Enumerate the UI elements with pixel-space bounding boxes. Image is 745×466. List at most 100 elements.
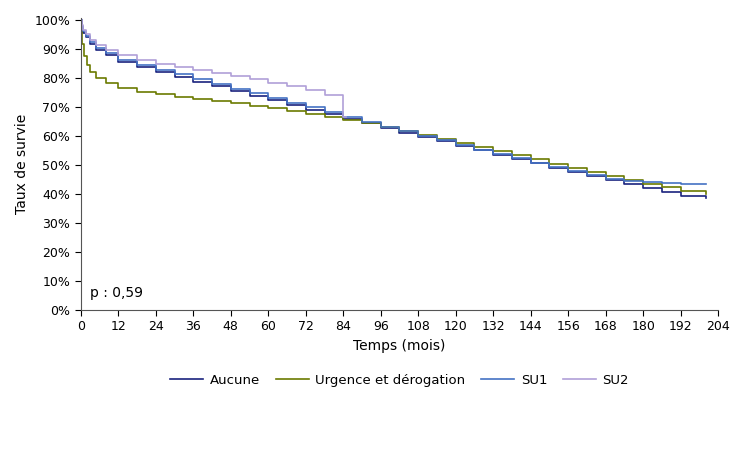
Urgence et dérogation [657, 185, 666, 190]
Urgence et dérogation [78, 41, 87, 47]
SU1 [358, 119, 367, 124]
SU1 [151, 67, 160, 72]
SU2 [133, 57, 142, 62]
SU1 [451, 142, 460, 148]
Urgence et dérogation [545, 161, 554, 166]
Urgence et dérogation [83, 62, 92, 68]
SU1 [170, 71, 179, 77]
Aucune [676, 193, 685, 199]
Urgence et dérogation [151, 92, 160, 97]
Urgence et dérogation [413, 132, 422, 138]
Aucune [79, 30, 88, 35]
Aucune [81, 34, 90, 40]
SU1 [208, 81, 217, 87]
Aucune [583, 173, 592, 178]
Urgence et dérogation [470, 144, 479, 150]
SU2 [81, 31, 90, 37]
Aucune [433, 139, 442, 144]
Legend: Aucune, Urgence et dérogation, SU1, SU2: Aucune, Urgence et dérogation, SU1, SU2 [165, 369, 635, 392]
Aucune [507, 156, 516, 162]
Urgence et dérogation [601, 173, 610, 178]
Aucune [301, 107, 310, 112]
Urgence et dérogation [526, 157, 535, 162]
Urgence et dérogation [339, 117, 348, 123]
Aucune [638, 185, 647, 191]
SU1 [395, 129, 404, 134]
SU1 [413, 133, 422, 138]
Urgence et dérogation [701, 191, 710, 197]
SU1 [188, 76, 197, 82]
Urgence et dérogation [301, 111, 310, 116]
SU1 [264, 95, 273, 101]
SU1 [638, 179, 647, 185]
Aucune [620, 181, 629, 186]
SU2 [77, 23, 86, 28]
Aucune [133, 64, 142, 69]
Urgence et dérogation [638, 181, 647, 186]
SU1 [320, 109, 329, 115]
SU2 [339, 114, 348, 120]
SU1 [564, 169, 573, 174]
Urgence et dérogation [264, 105, 273, 111]
SU2 [188, 67, 197, 73]
Aucune [245, 93, 254, 98]
SU1 [339, 114, 348, 120]
Y-axis label: Taux de survie: Taux de survie [15, 114, 29, 214]
Aucune [226, 88, 235, 94]
Aucune [77, 24, 86, 30]
SU1 [701, 181, 710, 187]
SU1 [433, 137, 442, 143]
Urgence et dérogation [583, 169, 592, 174]
SU1 [676, 181, 685, 186]
Urgence et dérogation [245, 103, 254, 108]
Urgence et dérogation [489, 149, 498, 154]
SU1 [301, 104, 310, 110]
Line: SU1: SU1 [81, 20, 706, 184]
SU1 [79, 28, 88, 34]
SU1 [133, 62, 142, 68]
Aucune [77, 17, 86, 22]
Aucune [86, 41, 95, 47]
Urgence et dérogation [86, 69, 95, 75]
Aucune [657, 189, 666, 195]
SU1 [81, 33, 90, 38]
Urgence et dérogation [676, 188, 685, 193]
SU2 [86, 37, 95, 43]
SU2 [282, 83, 291, 89]
Aucune [451, 143, 460, 149]
SU1 [86, 40, 95, 45]
Urgence et dérogation [376, 124, 385, 130]
Aucune [320, 111, 329, 117]
SU2 [208, 70, 217, 76]
SU1 [245, 90, 254, 96]
SU1 [92, 45, 101, 51]
Urgence et dérogation [77, 28, 86, 34]
Aucune [170, 74, 179, 80]
X-axis label: Temps (mois): Temps (mois) [353, 339, 446, 353]
SU2 [342, 114, 351, 120]
Urgence et dérogation [80, 53, 89, 59]
SU1 [77, 23, 86, 29]
Line: Urgence et dérogation: Urgence et dérogation [81, 20, 706, 194]
SU1 [376, 124, 385, 130]
Urgence et dérogation [77, 17, 86, 22]
Urgence et dérogation [114, 85, 123, 91]
Urgence et dérogation [620, 177, 629, 183]
Urgence et dérogation [282, 108, 291, 114]
SU2 [170, 64, 179, 70]
SU1 [226, 86, 235, 91]
Aucune [101, 52, 110, 58]
SU1 [77, 17, 86, 22]
Urgence et dérogation [507, 152, 516, 158]
Urgence et dérogation [226, 100, 235, 106]
Aucune [151, 69, 160, 75]
Aucune [395, 130, 404, 136]
Aucune [526, 160, 535, 166]
Urgence et dérogation [170, 94, 179, 99]
SU2 [151, 61, 160, 67]
SU2 [320, 92, 329, 98]
Aucune [701, 195, 710, 201]
Urgence et dérogation [433, 137, 442, 142]
Aucune [282, 102, 291, 108]
SU1 [526, 160, 535, 165]
